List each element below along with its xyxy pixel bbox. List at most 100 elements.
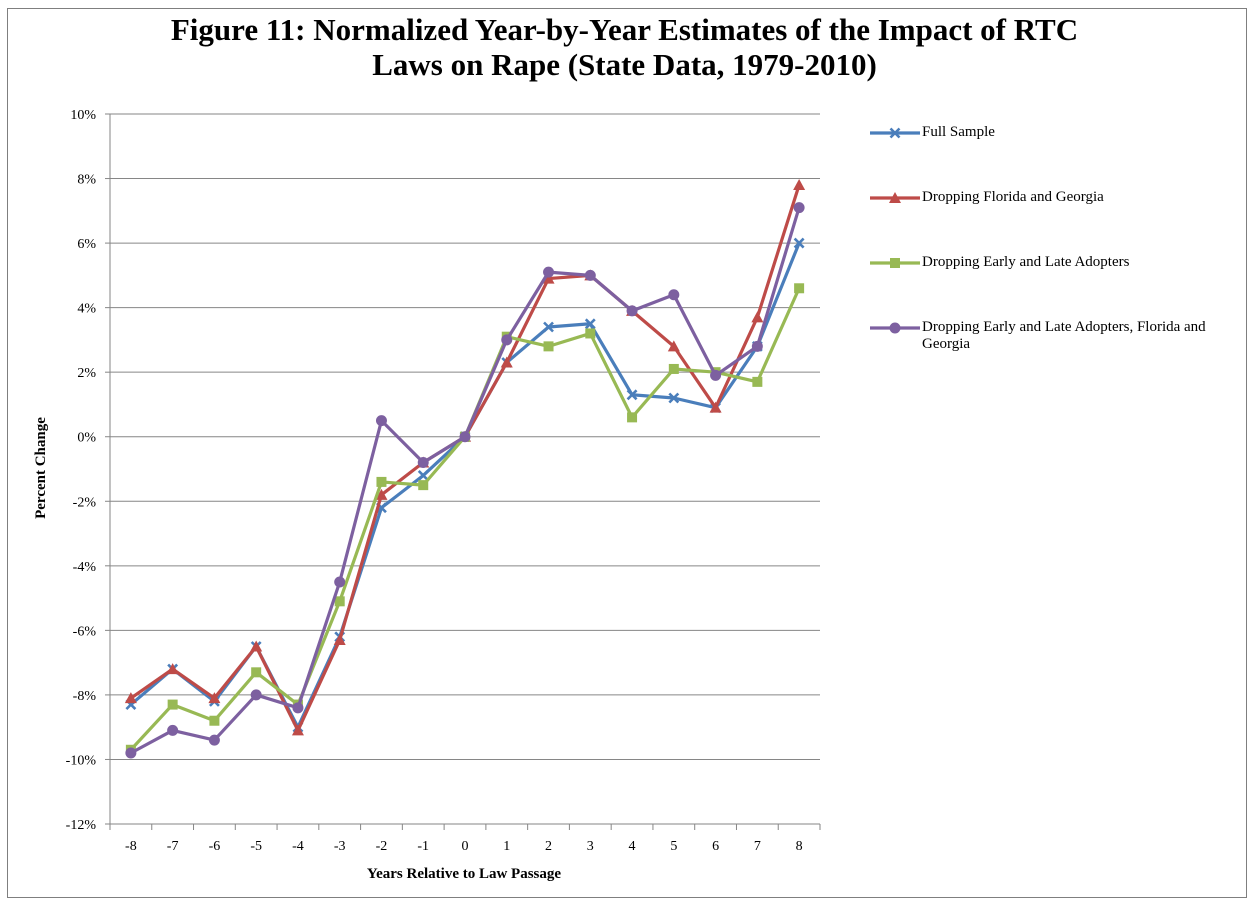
legend-swatch [870,192,920,203]
y-tick-label: -10% [66,753,97,768]
legend-marker [889,192,901,203]
data-point [167,699,178,710]
data-point [584,269,596,281]
series-4 [125,202,805,759]
chart-title-line-2: Laws on Rape (State Data, 1979-2010) [372,47,877,82]
y-tick-label: -6% [73,624,97,639]
x-tick-label: 6 [712,839,719,854]
x-tick-label: 4 [629,839,636,854]
x-tick-label: -1 [417,839,429,854]
data-point [752,376,763,387]
series-line [129,242,801,729]
data-point [375,415,387,427]
data-point [334,576,346,588]
data-point [333,634,346,646]
y-tick-label: -4% [73,560,97,575]
x-tick-label: -5 [250,839,262,854]
data-point [209,715,220,726]
x-tick-label: 7 [754,839,761,854]
x-tick-label: 3 [587,839,594,854]
data-point [124,692,137,704]
legend-item: Dropping Florida and Georgia [870,189,1222,206]
x-axis-title: Years Relative to Law Passage [367,866,561,882]
legend-item: Dropping Early and Late Adopters, Florid… [870,319,1222,353]
data-point [668,392,680,404]
data-point [500,356,513,368]
legend-swatch [870,322,920,334]
y-tick-label: 10% [70,108,96,123]
data-point [584,318,596,330]
data-point [793,202,805,214]
data-point [710,369,722,381]
data-point [417,470,429,481]
legend-marker [890,258,900,268]
legend-swatch [870,127,920,139]
legend-swatch [870,258,920,268]
chart-title-line-1: Figure 11: Normalized Year-by-Year Estim… [170,12,1079,47]
data-point [794,283,805,294]
data-point [208,734,220,746]
series-2 [124,179,806,736]
x-tick-label: -3 [334,839,346,854]
data-point [751,311,764,323]
x-tick-label: -8 [125,839,137,854]
data-point [668,363,679,374]
legend-item: Dropping Early and Late Adopters [870,254,1222,271]
legend-item: Full Sample [870,124,1222,141]
data-point [627,412,638,423]
data-point [543,266,555,278]
x-tick-label: 5 [670,839,677,854]
data-point [291,724,304,736]
data-point [585,328,596,339]
legend-label: Dropping Early and Late Adopters, Florid… [922,319,1206,352]
data-point [376,476,387,487]
y-tick-label: 8% [77,173,96,188]
data-point [667,340,680,352]
series-line [129,184,801,733]
y-tick-label: -12% [66,818,97,833]
x-tick-label: 0 [462,839,469,854]
data-point [334,596,345,607]
legend-marker [889,127,901,139]
data-point [542,272,555,284]
data-point [709,401,722,413]
data-point [251,667,262,678]
data-point [250,689,262,701]
data-point [167,724,179,736]
y-axis-title: Percent Change [33,417,49,519]
legend-label: Dropping Early and Late Adopters [922,254,1130,270]
y-tick-label: -2% [73,495,97,510]
data-point [250,640,263,652]
data-point [418,480,429,491]
data-point [375,488,388,500]
legend-label: Dropping Florida and Georgia [922,189,1104,205]
series-1 [125,237,805,733]
data-point [626,305,638,317]
x-tick-label: -4 [292,839,304,854]
data-point [793,237,805,249]
series-line [130,207,801,755]
legend-marker [889,322,901,334]
x-tick-label: 8 [796,839,803,854]
y-tick-label: 4% [77,302,96,317]
data-point [668,289,680,301]
data-point [501,334,513,346]
data-point [166,663,179,675]
y-tick-label: -8% [73,689,97,704]
x-tick-label: -7 [167,839,179,854]
data-point [751,340,763,352]
x-tick-label: -2 [376,839,388,854]
y-tick-label: 0% [77,431,96,446]
chart-title: Figure 11: Normalized Year-by-Year Estim… [0,12,1249,82]
data-point [626,389,638,401]
data-point [208,692,221,704]
data-point [793,179,806,190]
data-point [292,702,304,714]
series-lines [124,179,806,759]
x-tick-label: 2 [545,839,552,854]
legend-label: Full Sample [922,124,995,140]
x-tick-label: 1 [503,839,510,854]
chart-frame [7,8,1247,898]
data-point [543,341,554,352]
